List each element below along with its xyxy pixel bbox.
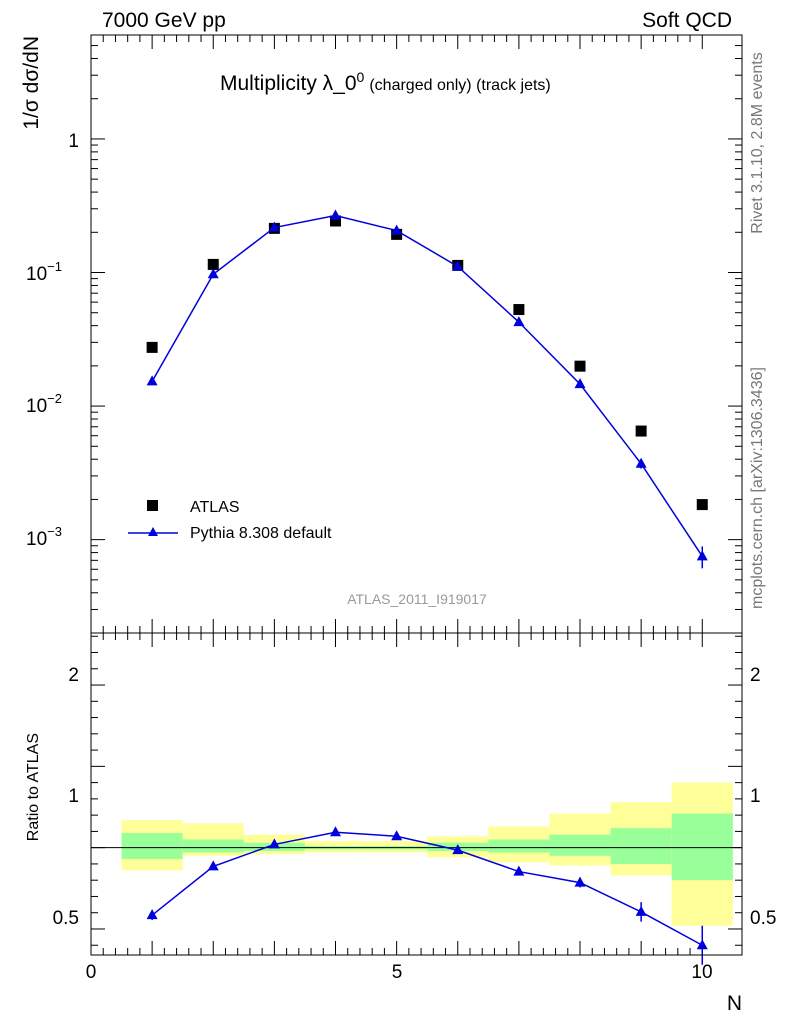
ytick-exp-0p1: −1 <box>47 259 62 274</box>
ratio-ytick-0p5-right: 0.5 <box>750 908 776 929</box>
mc-point-10 <box>696 550 708 561</box>
ytick-base-0p001: 10 <box>26 529 47 550</box>
mc-point-5 <box>391 224 403 235</box>
ratio-band-stat-10 <box>671 813 733 881</box>
ratio-ytick-1-right: 1 <box>750 786 761 807</box>
ytick-label-0p01: 10−2 <box>26 391 62 417</box>
mc-point-8 <box>574 378 586 389</box>
atlas-point-4 <box>330 215 342 227</box>
ratio-mc-point-4 <box>330 826 342 837</box>
mc-point-1 <box>146 375 158 386</box>
xtick-label-10: 10 <box>691 962 712 983</box>
main-title-suffix: (charged only) (track jets) <box>369 77 550 94</box>
category-label: Soft QCD <box>642 9 732 32</box>
mc-point-3 <box>268 221 280 232</box>
ratio-mc-point-1 <box>146 909 158 920</box>
ytick-label-0p001: 10−3 <box>26 524 62 550</box>
ratio-mc-point-6 <box>452 844 464 855</box>
atlas-point-2 <box>207 258 219 270</box>
xtick-label-5: 5 <box>392 962 403 983</box>
ratio-mc-point-10 <box>696 939 708 950</box>
atlas-point-7 <box>513 304 525 316</box>
mc-point-4 <box>330 209 342 220</box>
ytick-label-0p1: 10−1 <box>26 259 62 285</box>
mc-point-7 <box>513 316 525 327</box>
ratio-mc-point-2 <box>207 860 219 871</box>
mcplots-label: mcplots.cern.ch [arXiv:1306.3436] <box>749 367 766 609</box>
atlas-point-8 <box>574 360 586 372</box>
mc-point-6 <box>452 260 464 271</box>
atlas-point-9 <box>635 425 647 437</box>
ratio-band-stat-7 <box>488 839 550 853</box>
main-panel-data <box>146 209 708 569</box>
ratio-band-stat-9 <box>610 828 672 864</box>
rivet-label: Rivet 3.1.10, 2.8M events <box>749 52 766 233</box>
legend-mc-marker <box>148 527 158 536</box>
ratio-panel-frame <box>90 632 743 956</box>
mc-point-9 <box>635 457 647 468</box>
energy-label: 7000 GeV pp <box>102 9 226 32</box>
main-panel-frame <box>90 34 743 634</box>
ratio-band-stat-1 <box>121 833 183 860</box>
ratio-ytick-2-right: 2 <box>750 665 761 686</box>
ytick-label-1: 1 <box>68 131 79 152</box>
analysis-watermark: ATLAS_2011_I919017 <box>347 591 487 607</box>
ratio-panel-data <box>146 826 708 965</box>
legend: ATLAS Pythia 8.308 default <box>128 499 332 542</box>
legend-mc-label: Pythia 8.308 default <box>190 525 332 542</box>
atlas-point-1 <box>146 341 158 353</box>
main-panel-ticks <box>90 34 742 634</box>
ratio-mc-point-9 <box>635 905 647 916</box>
ratio-band-stat-2 <box>182 839 244 853</box>
xtick-label-0: 0 <box>86 962 97 983</box>
ratio-panel-ticks <box>90 633 742 955</box>
ratio-mc-point-5 <box>391 830 403 841</box>
ytick-base-0p01: 10 <box>26 396 47 417</box>
ytick-exp-0p001: −3 <box>47 524 62 539</box>
ratio-band-stat-8 <box>549 834 611 856</box>
ratio-ytick-2-left: 2 <box>68 665 79 686</box>
main-title-text: Multiplicity λ_0 <box>220 72 357 95</box>
mc-line <box>151 214 703 557</box>
xlabel: N <box>727 992 742 1015</box>
ratio-mc-point-3 <box>268 838 280 849</box>
ratio-mc-line <box>151 831 703 946</box>
ratio-ylabel: Ratio to ATLAS <box>25 733 42 841</box>
ratio-mc-point-7 <box>513 865 525 876</box>
mc-point-2 <box>207 268 219 279</box>
atlas-point-10 <box>696 499 708 511</box>
legend-atlas-label: ATLAS <box>190 499 240 516</box>
ytick-exp-0p01: −2 <box>47 391 62 406</box>
ratio-ytick-0p5-left: 0.5 <box>53 908 79 929</box>
ratio-mc-point-8 <box>574 876 586 887</box>
ratio-ytick-1-left: 1 <box>68 786 79 807</box>
main-title: Multiplicity λ_00 (charged only) (track j… <box>220 69 551 95</box>
legend-atlas-marker <box>147 500 158 511</box>
main-title-sup: 0 <box>357 69 365 85</box>
main-ylabel: 1/σ dσ/dN <box>20 36 43 130</box>
ytick-base-0p1: 10 <box>26 264 47 285</box>
